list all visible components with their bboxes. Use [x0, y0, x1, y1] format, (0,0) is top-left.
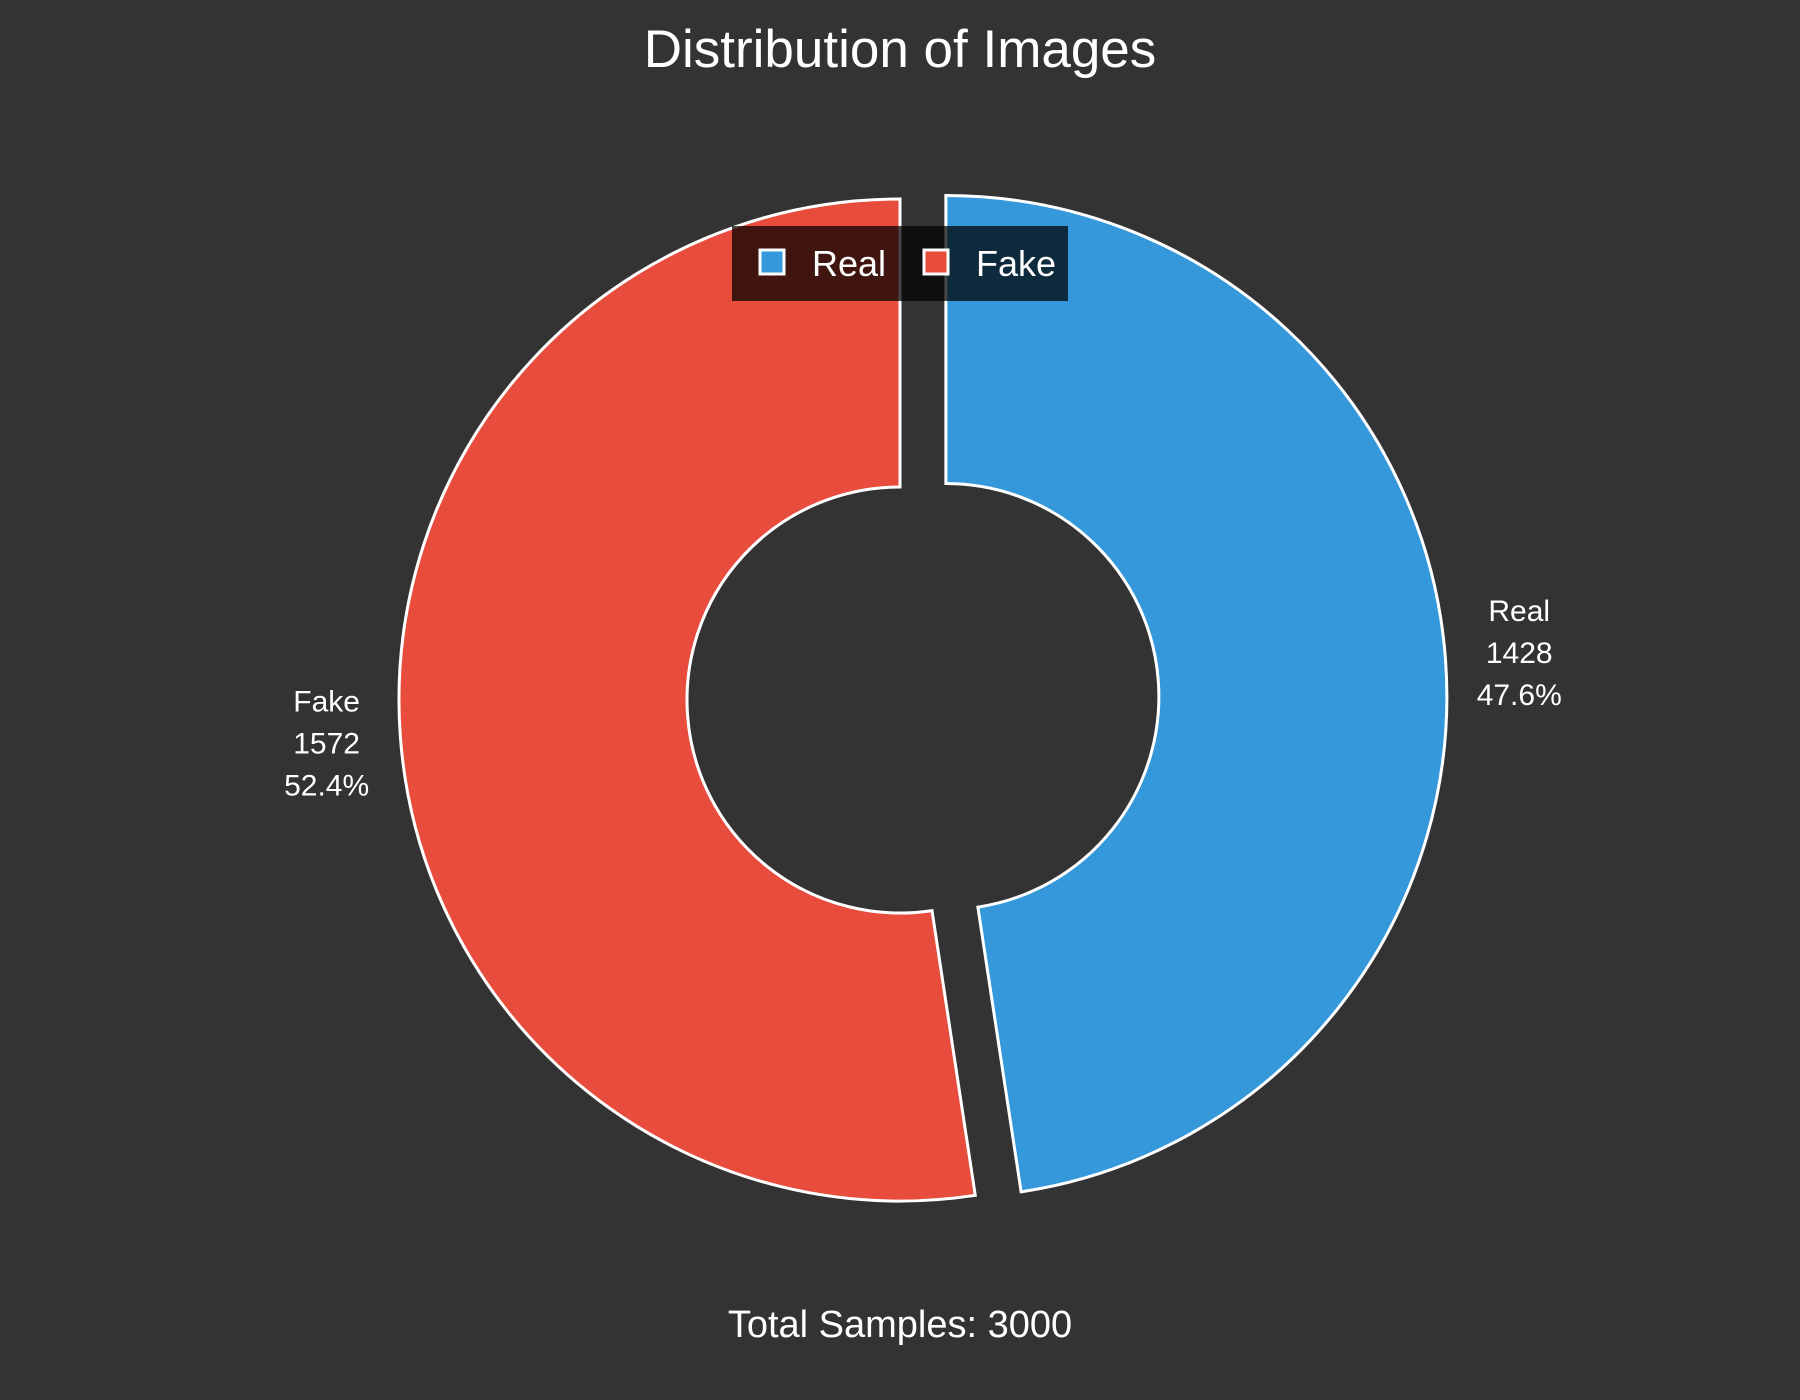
slice-real: [944, 194, 1449, 1194]
legend: Real Fake: [732, 226, 1068, 301]
slice-label-value-fake: 1572: [293, 727, 360, 760]
total-samples-label: Total Samples: 3000: [728, 1304, 1072, 1346]
slice-label-category-real: Real: [1488, 595, 1550, 628]
slice-label-category-fake: Fake: [293, 685, 360, 718]
slice-fake: [397, 197, 977, 1203]
slice-label-percent-fake: 52.4%: [284, 769, 369, 802]
legend-swatch-fake: [922, 248, 950, 276]
legend-box: [732, 226, 1068, 301]
legend-label-real: Real: [812, 243, 886, 284]
legend-label-fake: Fake: [976, 243, 1056, 284]
slice-label-value-real: 1428: [1486, 637, 1553, 670]
legend-swatch-real: [758, 248, 786, 276]
donut-slices: [397, 194, 1449, 1203]
slice-label-percent-real: 47.6%: [1477, 679, 1562, 712]
chart-title: Distribution of Images: [644, 20, 1157, 79]
slice-labels: Real 1428 47.6% Fake 1572 52.4%: [284, 595, 1562, 802]
